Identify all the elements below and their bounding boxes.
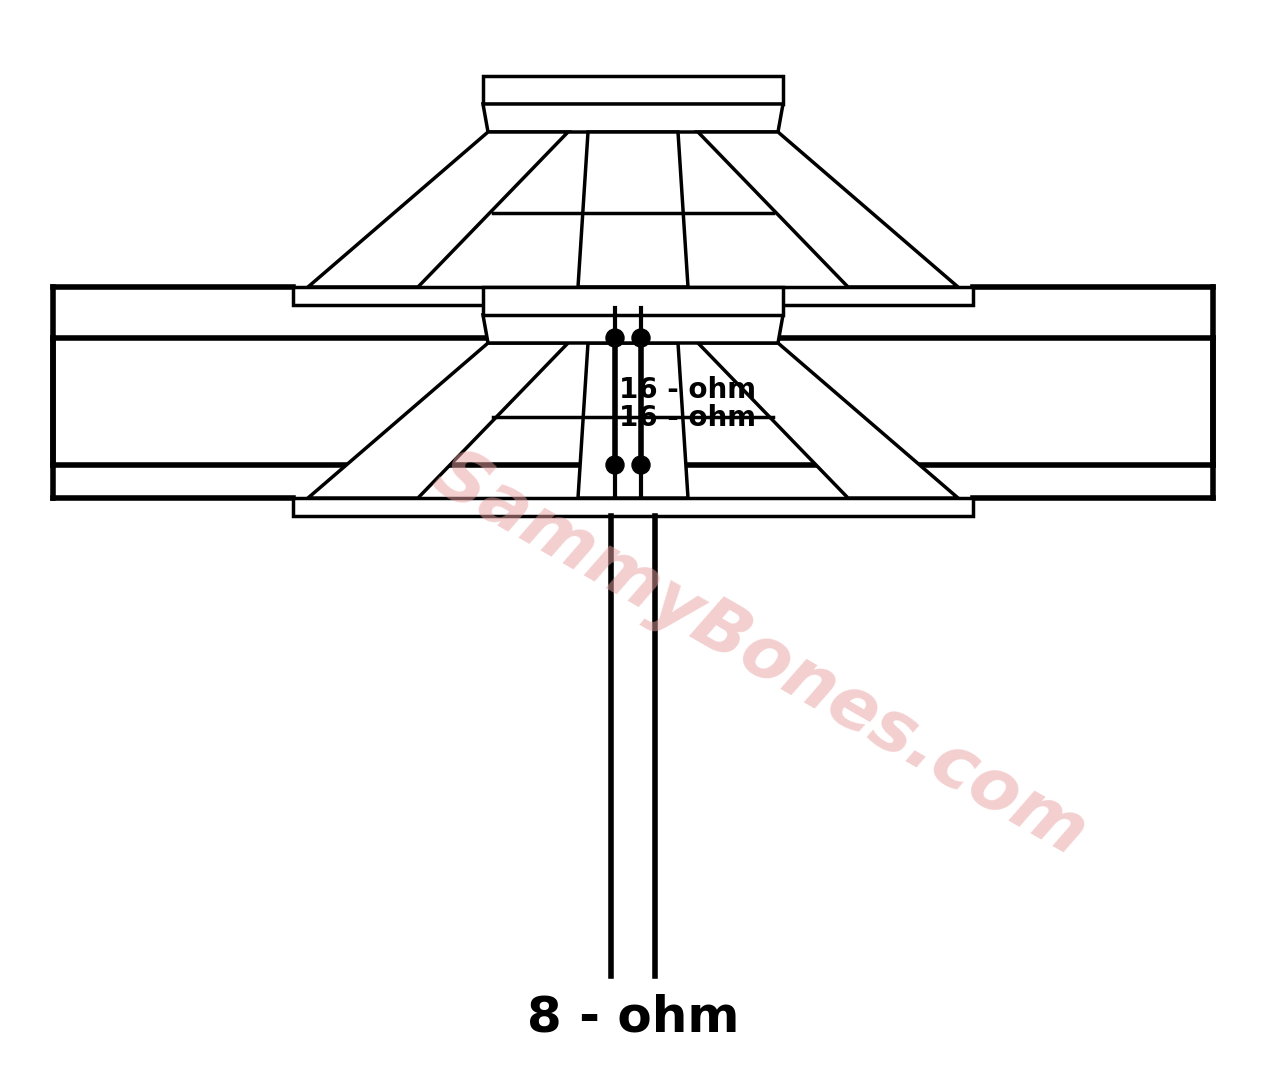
Text: 8 - ohm: 8 - ohm [527,994,739,1041]
Bar [292,498,974,516]
Bar [484,287,782,315]
Polygon shape [698,132,958,287]
Text: SammyBones.com: SammyBones.com [422,441,1099,871]
Circle shape [632,456,649,473]
Circle shape [606,329,624,348]
Polygon shape [579,132,687,287]
Circle shape [632,329,649,348]
Circle shape [606,456,624,473]
Polygon shape [484,315,782,343]
Polygon shape [698,343,958,498]
Polygon shape [308,343,568,498]
Text: 16 - ohm: 16 - ohm [619,376,757,404]
Polygon shape [579,343,687,498]
Polygon shape [484,104,782,132]
Bar [292,287,974,305]
Text: 16 - ohm: 16 - ohm [619,404,757,432]
Polygon shape [308,132,568,287]
Bar [484,76,782,104]
